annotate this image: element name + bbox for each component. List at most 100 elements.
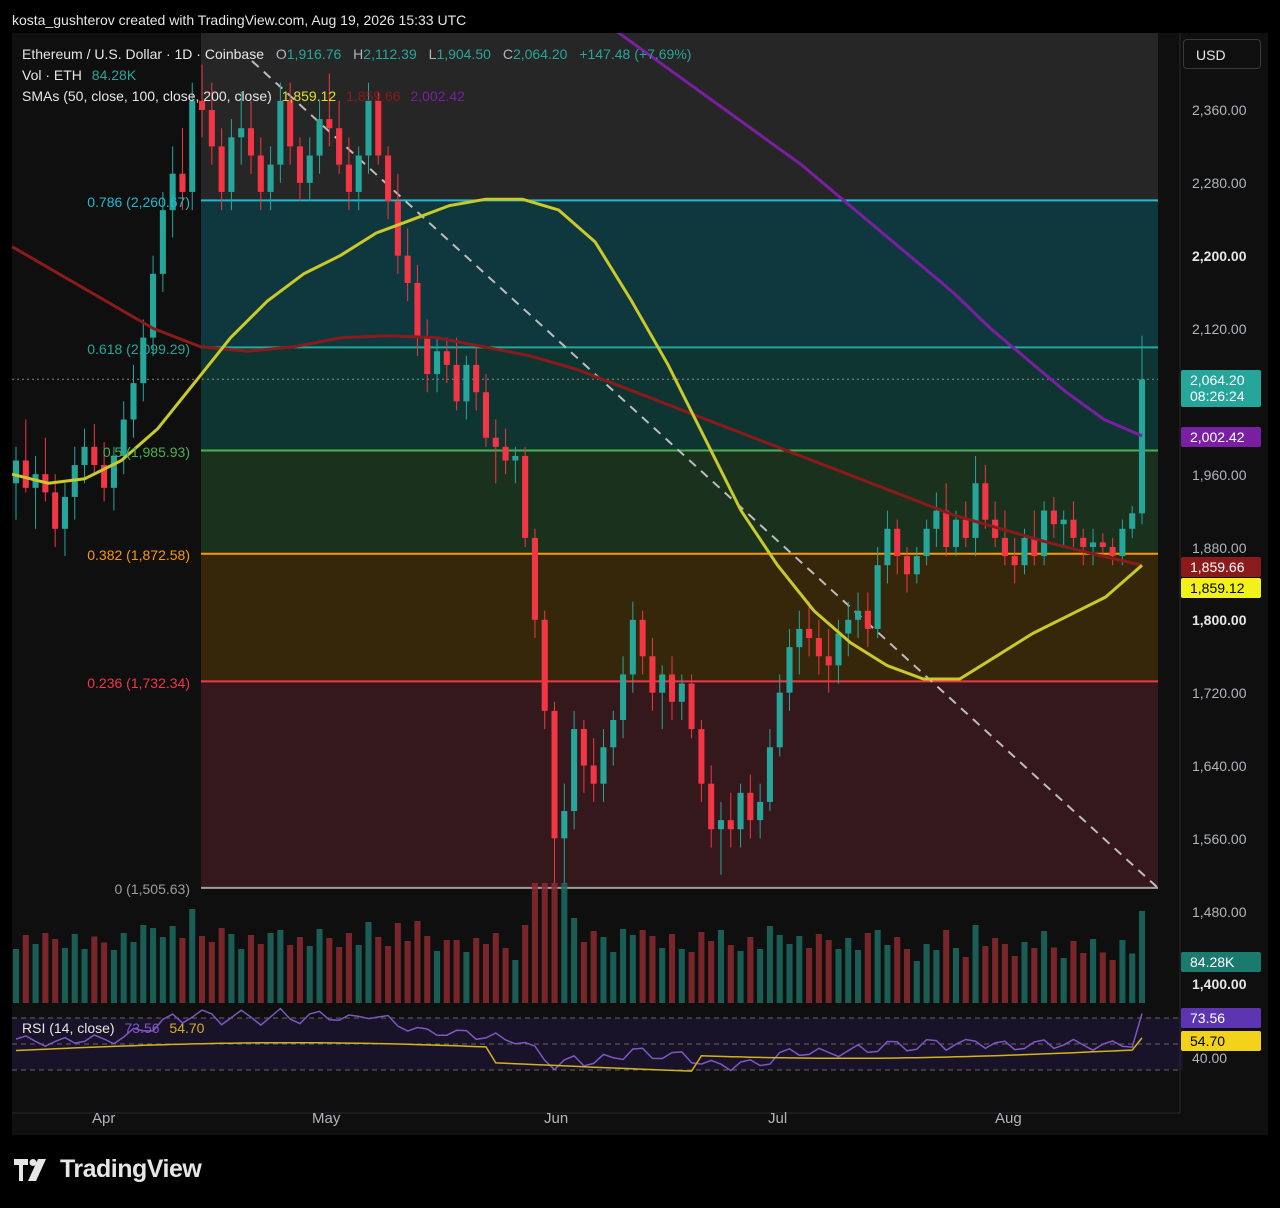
volume-bar [522,925,529,1003]
volume-bar [218,928,225,1003]
candle-body [590,765,597,784]
candle-body [492,437,499,447]
volume-bar [1060,958,1067,1003]
volume-bar [982,946,989,1003]
low-label: L [428,46,437,62]
candle-body [1041,510,1048,557]
candle-body [1050,510,1057,525]
volume-bar [247,935,255,1003]
candle-body [815,638,822,657]
candle-body [835,633,842,666]
volume-bar [179,938,186,1003]
volume-bar [32,944,39,1003]
candle-body [1021,537,1028,566]
candle-body [482,392,490,438]
volume-bar [375,937,382,1003]
close-label: C [502,46,513,62]
month-label: May [312,1110,341,1127]
candle-body [22,460,29,488]
price-tick: 1,720.00 [1192,685,1247,701]
trendline [251,60,1159,889]
chart-area[interactable] [12,33,1268,1135]
volume-bar [620,929,627,1003]
price-tick: 2,200.00 [1192,248,1247,264]
candle-body [972,483,979,538]
candle-body [522,455,529,538]
month-label: Aug [995,1110,1022,1127]
rsi-legend: RSI (14, close) 73.56 54.70 [22,1020,204,1036]
volume-bar [678,949,685,1003]
last-price-value: 2,064.20 [1190,372,1245,388]
candle-body [120,419,127,456]
candle-body [708,783,715,830]
volume-bar [1011,956,1018,1003]
volume-bar [659,948,666,1003]
volume-bar [1138,910,1146,1003]
volume-bar [101,942,108,1003]
open-value: 1,916.76 [286,46,342,62]
candle-body [238,128,245,138]
volume-bar [159,937,166,1003]
volume-bar [287,945,294,1003]
fib-zone [201,553,1158,682]
candle-body [845,619,852,634]
volume-bar [668,934,676,1003]
volume-bar [208,942,215,1003]
volume-bar [600,937,607,1003]
volume-bar [747,937,754,1003]
price-tick: 1,640.00 [1192,758,1247,774]
volume-bar [913,961,920,1003]
candle-body [502,446,509,461]
candle-body [717,820,725,830]
volume-bar [404,941,411,1003]
candle-body [247,128,255,156]
volume-bar [874,930,881,1003]
volume-bar [238,949,245,1003]
fib-label-05: 0.5 (1,985.93) [102,444,190,460]
candle-body [982,483,989,520]
volume-bar [424,936,431,1003]
candle-body [218,146,225,192]
candle-body [737,792,744,830]
candle-body [159,210,166,274]
candle-body [796,628,803,648]
candle-body [433,351,441,375]
candle-body [140,337,147,384]
volume-bar [198,936,206,1003]
volume-bar [571,918,578,1003]
candle-body [1031,537,1038,557]
volume-bar [296,937,303,1003]
volume-label: Vol · ETH [22,67,82,83]
candle-body [668,674,676,702]
close-value: 2,064.20 [512,46,568,62]
candle-body [473,364,480,393]
high-label: H [353,46,364,62]
candle-body [424,337,431,375]
tradingview-logo[interactable]: TradingView [14,1155,202,1184]
volume-bar [845,938,852,1003]
candle-body [806,628,813,639]
volume-bar [492,933,499,1003]
volume-bar [1021,942,1028,1003]
volume-bar [551,883,558,1003]
candle-body [150,273,157,338]
volume-bar [277,930,284,1003]
rsi-level-tick: 40.00 [1192,1050,1228,1066]
currency-button[interactable]: USD [1183,39,1261,69]
fib-zone [201,200,1158,348]
price-tick: 1,960.00 [1192,467,1247,483]
candle-body [1099,542,1106,547]
volume-bar [453,940,460,1003]
chart-svg[interactable] [12,33,1268,1135]
candle-body [169,173,176,211]
volume-bar [345,933,352,1003]
volume-bar [561,883,568,1003]
volume-bar [708,941,715,1003]
volume-bar [688,952,695,1003]
candle-body [688,683,695,730]
price-tick: 2,120.00 [1192,321,1247,337]
candle-body [1138,379,1146,514]
sma50-line [12,197,1143,681]
volume-bar [1099,952,1106,1003]
candle-body [580,729,587,766]
